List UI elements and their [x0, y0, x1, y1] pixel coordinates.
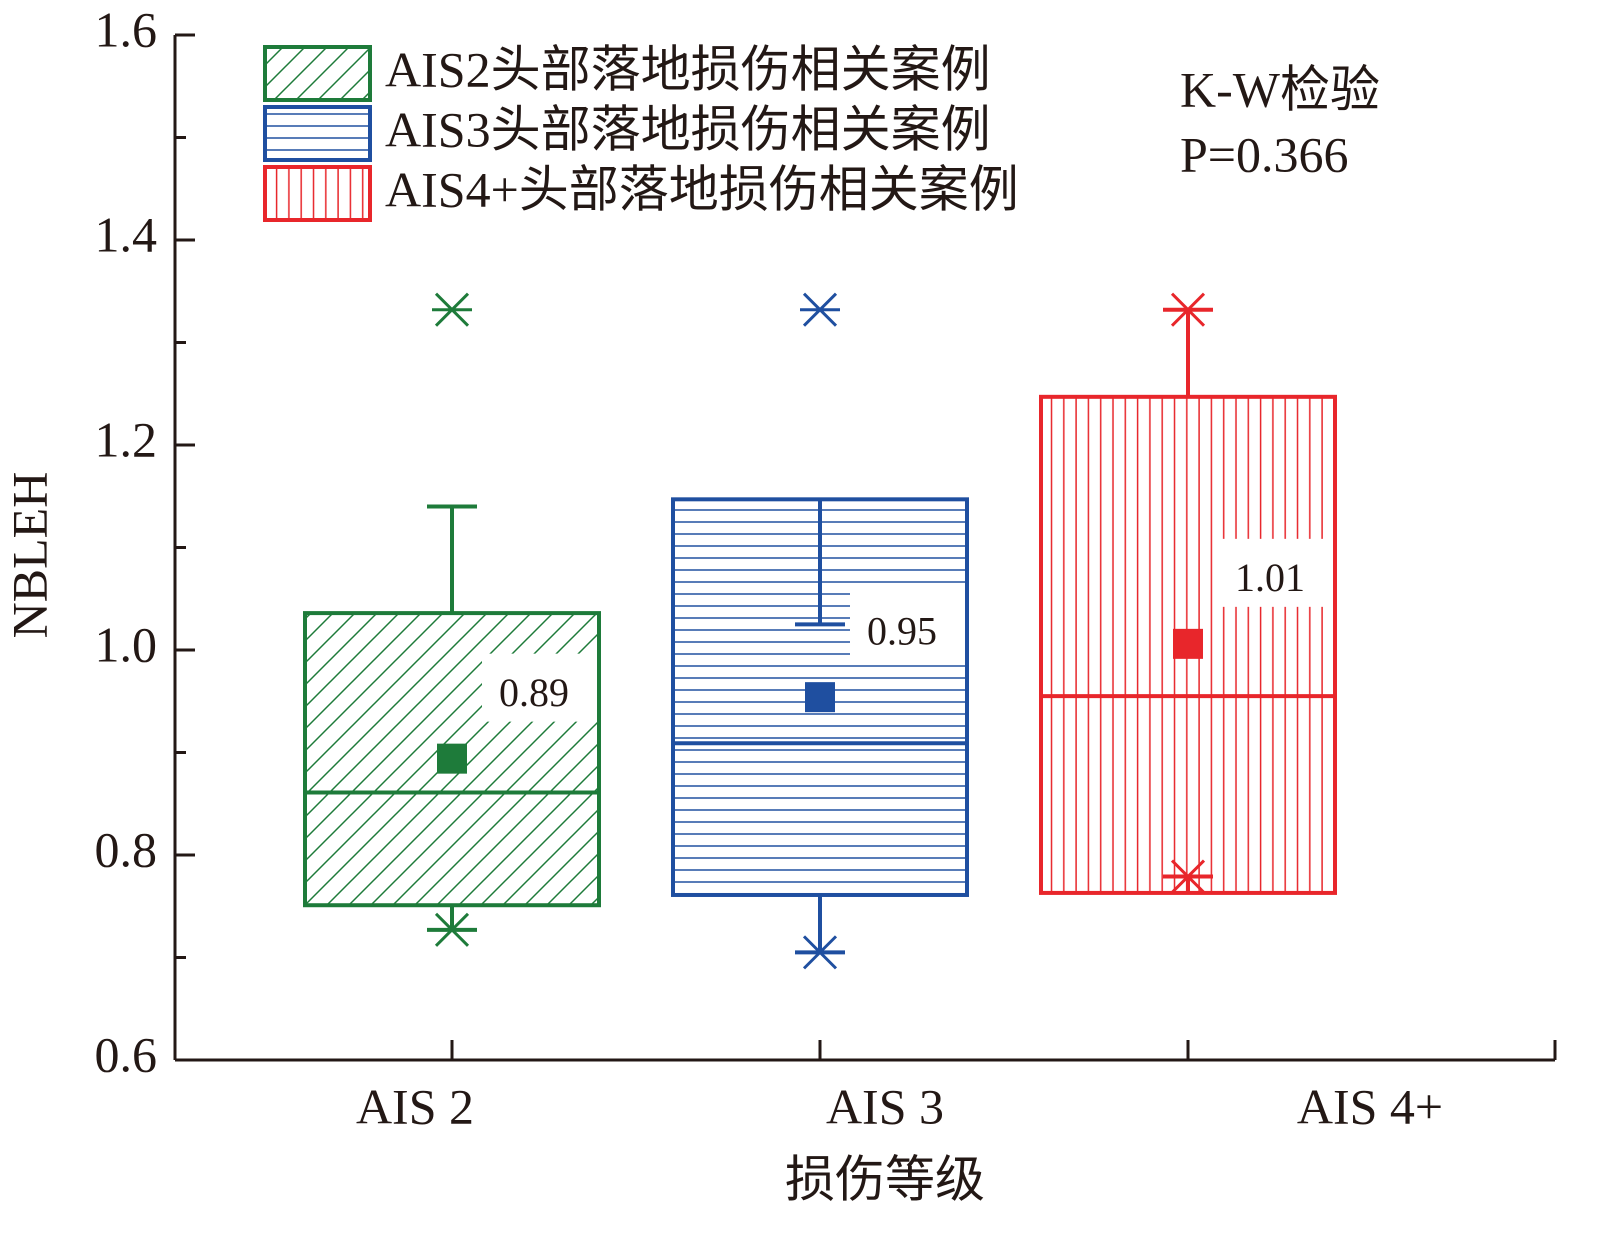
extreme-marker — [800, 935, 840, 970]
legend-label: AIS4+头部落地损伤相关案例 — [385, 161, 1019, 217]
mean-label-bg — [850, 592, 965, 661]
mean — [437, 743, 467, 774]
extreme-marker — [432, 292, 472, 327]
x-tick-label: AIS 4+ — [1297, 1078, 1443, 1134]
y-tick-label: 1.0 — [95, 616, 158, 672]
mean — [805, 682, 835, 713]
legend-label: AIS2头部落地损伤相关案例 — [385, 41, 991, 97]
legend-swatch — [263, 45, 372, 102]
extreme-marker — [432, 912, 472, 947]
legend-swatch — [263, 105, 372, 162]
box-group: 0.89 — [303, 292, 601, 947]
extreme-marker — [1168, 292, 1208, 327]
legend-swatch — [263, 165, 372, 222]
mean-label-bg — [1218, 538, 1333, 607]
annotation: K-W检验 — [1180, 61, 1380, 117]
mean-label: 1.01 — [1235, 555, 1305, 600]
y-axis-title: NBLEH — [1, 472, 57, 639]
x-tick-label: AIS 3 — [826, 1078, 944, 1134]
legend-label: AIS3头部落地损伤相关案例 — [385, 101, 991, 157]
box-group: 0.95 — [671, 292, 969, 970]
mean-label-bg — [482, 653, 597, 722]
x-axis-title: 损伤等级 — [785, 1151, 985, 1207]
x-tick-label: AIS 2 — [356, 1078, 474, 1134]
y-tick-label: 1.4 — [95, 206, 158, 262]
y-tick-label: 1.2 — [95, 411, 158, 467]
mean-label: 0.95 — [867, 608, 937, 653]
box-group: 1.01 — [1039, 292, 1337, 895]
extreme-marker — [1168, 859, 1208, 894]
y-tick-label: 0.8 — [95, 821, 158, 877]
mean-label: 0.89 — [499, 670, 569, 715]
mean — [1173, 628, 1203, 659]
y-tick-label: 1.6 — [95, 1, 158, 57]
y-tick-label: 0.6 — [95, 1026, 158, 1082]
annotation: P=0.366 — [1180, 126, 1349, 182]
extreme-marker — [800, 292, 840, 327]
